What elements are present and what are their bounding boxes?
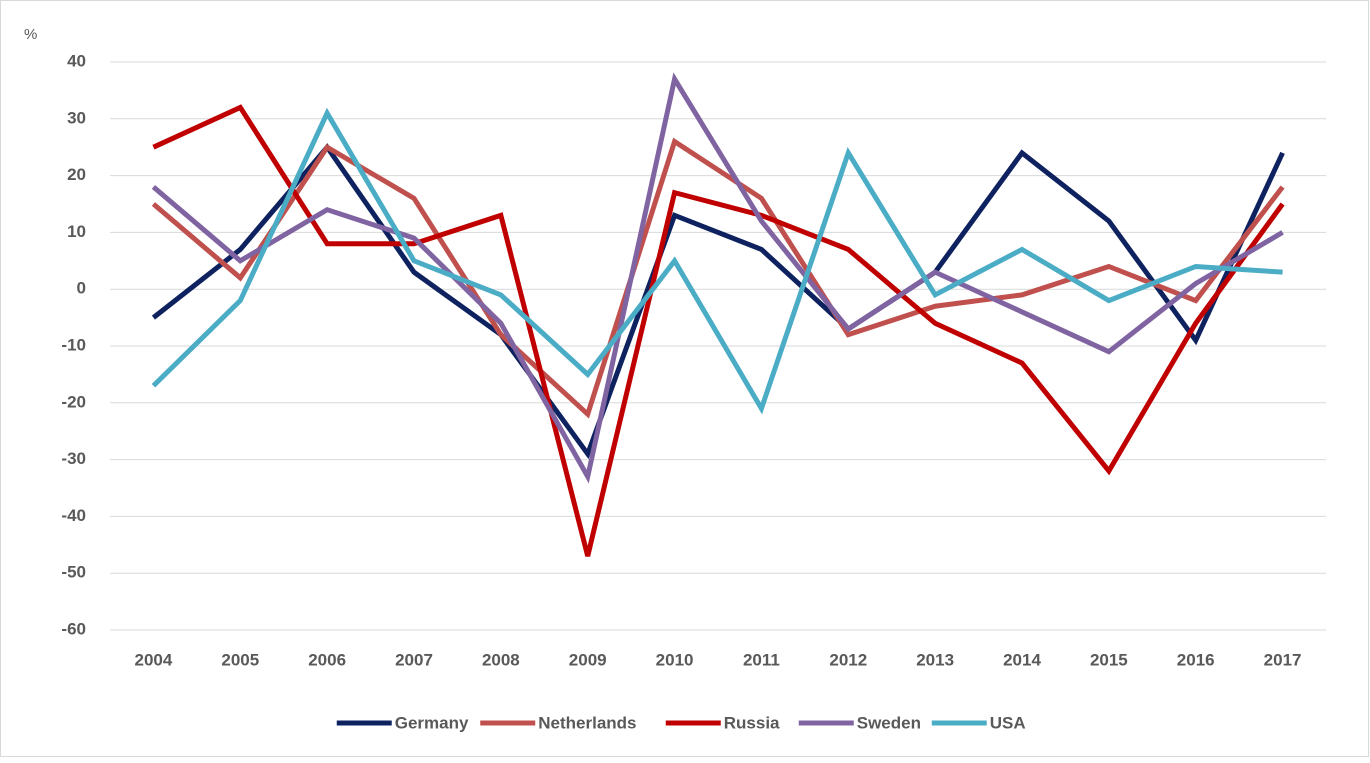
x-tick-label: 2010	[656, 650, 694, 669]
y-tick-label: 0	[77, 279, 86, 298]
y-tick-label: -20	[61, 392, 86, 411]
legend-label: Russia	[724, 713, 780, 732]
x-tick-label: 2015	[1090, 650, 1128, 669]
y-tick-label: -30	[61, 449, 86, 468]
x-tick-label: 2009	[569, 650, 607, 669]
legend-label: Sweden	[857, 713, 921, 732]
x-tick-label: 2013	[916, 650, 954, 669]
y-tick-label: -40	[61, 506, 86, 525]
y-tick-label: -50	[61, 563, 86, 582]
y-tick-label: 40	[67, 51, 86, 70]
y-axis-label: %	[24, 26, 37, 43]
x-tick-label: 2004	[135, 650, 173, 669]
y-tick-label: 30	[67, 108, 86, 127]
legend-label: Netherlands	[538, 713, 636, 732]
x-tick-label: 2016	[1177, 650, 1215, 669]
series-line	[152, 104, 1285, 557]
series-line	[151, 72, 1284, 484]
y-tick-label: 10	[67, 222, 86, 241]
y-tick-label: -10	[61, 335, 86, 354]
legend-label: USA	[990, 713, 1026, 732]
series-line	[151, 107, 1283, 415]
x-tick-label: 2005	[221, 650, 259, 669]
legend-label: Germany	[395, 713, 469, 732]
x-tick-label: 2007	[395, 650, 433, 669]
x-tick-label: 2017	[1264, 650, 1302, 669]
x-tick-label: 2006	[308, 650, 346, 669]
x-tick-label: 2008	[482, 650, 520, 669]
x-tick-label: 2011	[743, 650, 780, 669]
y-tick-label: 20	[67, 165, 86, 184]
x-tick-label: 2012	[829, 650, 867, 669]
series-line	[151, 137, 1285, 419]
series-line	[151, 143, 1285, 460]
x-tick-label: 2014	[1003, 650, 1041, 669]
y-tick-label: -60	[61, 619, 86, 638]
